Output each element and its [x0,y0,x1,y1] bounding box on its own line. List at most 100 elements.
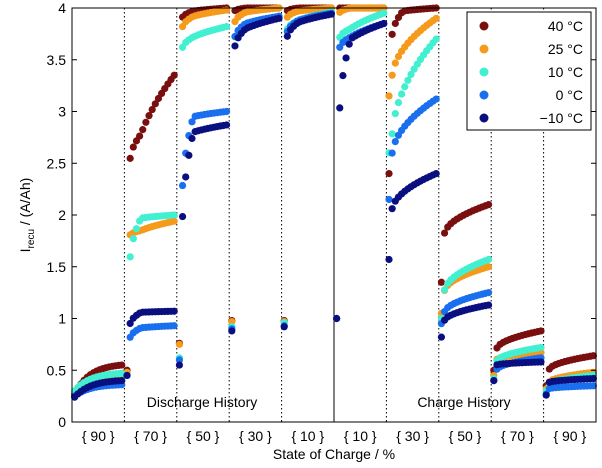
x-axis-label: State of Charge / % [273,446,395,462]
data-point-10C [542,391,550,399]
data-point-0C [589,382,597,390]
y-axis-label-main: I [17,248,33,252]
data-point-10C [126,253,134,261]
y-tick-label: 1 [58,311,66,327]
data-point-10C [129,235,137,243]
data-point-40C [126,154,134,162]
data-point-0C [178,181,187,190]
data-point-10C [537,343,545,352]
data-point-25C [432,14,440,22]
data-point-40C [385,170,393,178]
data-point-0C [222,107,231,116]
data-point-25C [228,318,236,326]
data-point-10C [484,255,493,264]
x-tick-label: { 70 } [134,428,167,444]
data-point-10C [437,333,446,341]
legend-marker [479,67,489,77]
data-point-10C [185,151,193,159]
data-point-40C [118,361,126,369]
data-point-10C [339,71,347,80]
data-point-25C [391,59,399,67]
data-point-40C [388,30,396,38]
data-point-10C [228,327,236,335]
data-point-10C [222,23,231,31]
data-point-25C [484,263,493,271]
data-point-10C [432,170,440,178]
data-point-10C [380,9,388,17]
data-point-10C [275,14,283,22]
y-tick-label: 1.5 [47,259,67,275]
data-point-10C [380,19,388,28]
data-point-10C [170,307,178,315]
y-tick-label: 3 [58,104,66,120]
data-point-10C [345,40,353,48]
x-tick-label: { 30 } [239,428,272,444]
y-axis-label: Irecu / (A/Ah) [17,178,37,253]
data-point-10C [589,374,597,383]
data-point-0C [388,149,396,157]
legend-label: 25 °C [548,41,583,57]
y-tick-label: 2.5 [47,155,67,171]
data-point-10C [394,99,403,107]
data-point-40C [145,112,153,120]
data-point-10C [388,130,396,138]
legend-label: 0 °C [556,87,583,103]
data-point-0C [391,137,399,146]
data-point-40C [170,71,178,79]
data-point-40C [151,100,159,108]
data-point-10C [327,10,335,18]
data-point-40C [440,229,449,237]
data-point-10C [404,76,412,84]
annotation-discharge: Discharge History [147,394,257,410]
legend-marker [479,90,489,100]
data-point-0C [170,322,178,330]
data-point-40C [589,352,597,360]
y-tick-label: 0.5 [47,362,67,378]
data-point-10C [222,121,231,129]
annotation-charge: Charge History [417,394,510,410]
y-tick-label: 3.5 [47,52,67,68]
data-point-10C [182,173,190,181]
data-point-10C [388,205,396,213]
data-point-25C [175,340,184,348]
data-point-25C [388,71,396,79]
data-point-10C [490,377,498,385]
data-point-0C [188,118,196,126]
data-point-10C [280,323,288,331]
legend-label: 40 °C [548,18,583,34]
y-tick-label: 0 [58,414,66,430]
data-point-10C [537,358,545,366]
data-point-0C [484,289,493,297]
x-tick-label: { 50 } [187,428,220,444]
data-point-10C [484,301,493,309]
data-point-40C [484,201,493,209]
legend-marker [479,44,489,54]
data-point-40C [135,132,144,140]
y-tick-label: 2 [58,207,66,223]
y-axis-label-sub: recu [26,229,37,248]
data-point-25C [170,217,178,225]
data-point-40C [437,278,446,286]
x-tick-label: { 90 } [553,428,586,444]
data-point-25C [385,92,393,100]
data-point-10C [401,83,409,91]
data-point-10C [336,104,344,112]
x-tick-label: { 30 } [396,428,429,444]
legend-marker [479,21,489,31]
x-tick-label: { 70 } [501,428,534,444]
data-point-40C [148,105,156,114]
data-point-10C [385,255,393,264]
y-axis-label-rest: / (A/Ah) [17,178,33,229]
legend: 40 °C 25 °C 10 °C 0 °C −10 °C [466,11,592,131]
data-point-10C [118,377,126,385]
data-point-10C [391,110,399,118]
data-point-10C [123,371,131,380]
x-tick-label: { 50 } [449,428,482,444]
data-point-10C [432,35,440,43]
data-point-10C [178,212,187,221]
data-point-25C [394,52,403,61]
x-tick-label: { 10 } [291,428,324,444]
data-point-10C [188,134,196,143]
data-point-10C [175,361,184,369]
